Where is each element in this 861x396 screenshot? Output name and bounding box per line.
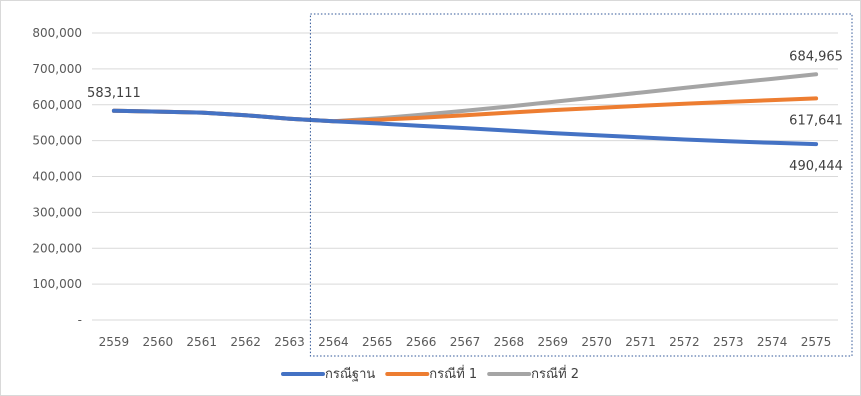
x-tick-label: 2572 [669,335,700,349]
y-tick-label: 500,000 [32,134,82,148]
x-tick-label: 2574 [757,335,788,349]
data-label: 684,965 [789,49,843,64]
x-tick-label: 2573 [713,335,744,349]
projection-region [309,13,853,357]
y-tick-label: 200,000 [32,241,82,255]
x-tick-label: 2571 [625,335,656,349]
legend-label: กรณีฐาน [325,366,375,382]
projection-box [309,13,853,357]
x-axis-ticks: 2559 2560 2561 2562 2563 2564 2565 2566 2567 2568… [99,335,832,349]
y-tick-label: 800,000 [32,26,82,40]
y-tick-label: 400,000 [32,170,82,184]
series-line [111,108,819,147]
x-tick-label: 2559 [99,335,130,349]
data-labels: 583,111 684,965 617,641 490,444 [87,49,843,174]
x-tick-label: 2563 [274,335,305,349]
x-tick-label: 2569 [537,335,568,349]
x-tick-label: 2575 [801,335,832,349]
series-lines [111,72,819,147]
x-tick-label: 2561 [186,335,217,349]
y-tick-label: - [78,313,82,327]
y-tick-label: 100,000 [32,277,82,291]
x-tick-label: 2568 [494,335,525,349]
legend: กรณีฐาน กรณีที่ 1 กรณีที่ 2 [281,365,579,382]
x-tick-label: 2570 [581,335,612,349]
x-tick-label: 2567 [450,335,481,349]
x-tick-label: 2565 [362,335,393,349]
x-tick-label: 2564 [318,335,349,349]
legend-label: กรณีที่ 2 [531,365,579,382]
data-label: 617,641 [789,113,843,128]
data-label: 583,111 [87,86,141,101]
x-tick-label: 2562 [230,335,261,349]
y-axis-ticks: - 100,000 200,000 300,000 400,000 500,000 600,… [32,26,82,327]
y-tick-label: 600,000 [32,98,82,112]
y-tick-label: 300,000 [32,205,82,219]
y-tick-label: 700,000 [32,62,82,76]
x-tick-label: 2560 [143,335,174,349]
x-tick-label: 2566 [406,335,437,349]
data-label: 490,444 [789,159,843,174]
legend-label: กรณีที่ 1 [429,365,477,382]
